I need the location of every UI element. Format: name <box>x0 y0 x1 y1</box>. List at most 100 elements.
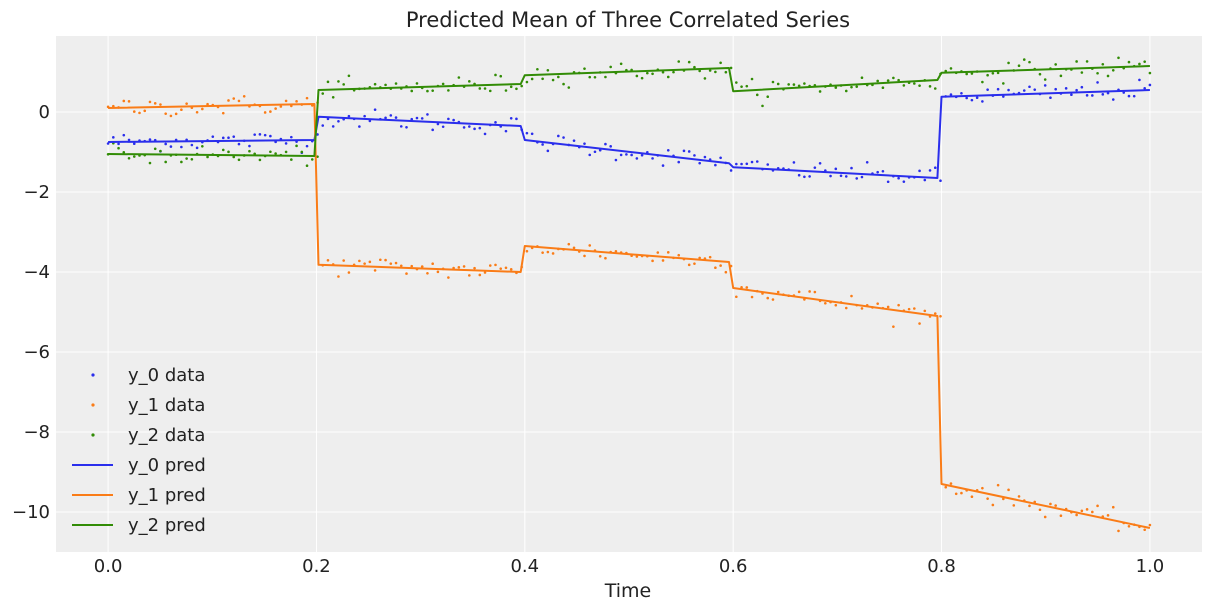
data-point <box>640 76 644 80</box>
data-point <box>504 129 508 133</box>
data-point <box>143 109 147 113</box>
data-point <box>347 271 351 274</box>
data-point <box>766 163 770 166</box>
data-point <box>1106 74 1110 78</box>
data-point <box>279 105 283 108</box>
data-point <box>405 125 408 129</box>
legend-marker <box>91 373 95 377</box>
data-point <box>195 110 199 114</box>
data-point <box>269 110 272 113</box>
data-point <box>462 126 466 129</box>
data-point <box>436 270 440 274</box>
data-point <box>839 174 843 178</box>
legend-label: y_1 pred <box>128 485 206 506</box>
data-point <box>1028 60 1031 64</box>
data-point <box>724 70 728 74</box>
data-point <box>211 135 215 138</box>
data-point <box>546 250 550 254</box>
data-point <box>1043 515 1047 519</box>
data-point <box>1043 84 1047 87</box>
legend: y_0 data y_1 data y_2 data y_0 pred y_1 pred… <box>72 365 206 536</box>
data-point <box>933 166 937 170</box>
data-point <box>525 249 529 253</box>
data-point <box>651 157 654 160</box>
data-point <box>996 71 1000 75</box>
data-point <box>609 65 612 69</box>
data-point <box>1111 98 1115 101</box>
data-point <box>844 89 848 93</box>
data-point <box>1022 58 1026 61</box>
data-point <box>132 142 136 145</box>
data-point <box>698 161 701 165</box>
legend-label: y_0 pred <box>128 455 206 476</box>
data-point <box>112 104 115 108</box>
data-point <box>792 83 796 86</box>
data-point <box>892 325 895 328</box>
data-point <box>237 142 241 146</box>
data-point <box>850 166 853 170</box>
data-point <box>1096 81 1099 84</box>
data-point <box>541 251 544 254</box>
data-point <box>195 146 199 150</box>
data-point <box>551 252 555 255</box>
data-point <box>237 99 241 103</box>
data-point <box>808 290 811 293</box>
data-point <box>1138 78 1141 82</box>
data-point <box>771 298 775 301</box>
y-tick-label: −2 <box>23 182 50 203</box>
data-point <box>986 88 989 91</box>
data-point <box>661 164 665 167</box>
data-point <box>248 149 251 153</box>
data-point <box>284 142 288 145</box>
data-point <box>127 100 131 103</box>
data-point <box>1059 74 1063 78</box>
y_2-pred-line <box>108 65 1150 157</box>
data-point <box>447 276 450 279</box>
data-point <box>274 152 277 155</box>
data-point <box>960 91 963 95</box>
legend-label: y_1 data <box>128 395 205 416</box>
data-point <box>138 111 141 115</box>
data-point <box>886 305 890 309</box>
data-point <box>1143 60 1146 63</box>
data-point <box>1022 89 1026 92</box>
data-point <box>698 69 701 73</box>
data-point <box>1143 528 1146 532</box>
data-point <box>1002 82 1005 85</box>
data-point <box>185 102 188 105</box>
data-point <box>933 312 937 315</box>
data-point <box>295 100 298 103</box>
data-point <box>923 178 927 182</box>
data-point <box>907 307 911 311</box>
plot-area <box>56 36 1202 552</box>
data-point <box>897 176 900 180</box>
data-point <box>536 67 539 71</box>
data-point <box>745 162 749 166</box>
data-point <box>347 114 351 118</box>
data-point <box>347 74 351 78</box>
data-point <box>227 99 230 102</box>
data-point <box>583 254 586 258</box>
data-point <box>1127 60 1131 64</box>
data-point <box>714 163 717 167</box>
data-point <box>755 93 759 97</box>
data-point <box>666 251 670 254</box>
data-point <box>431 128 434 132</box>
data-point <box>174 112 178 116</box>
data-point <box>509 85 513 89</box>
data-point <box>384 83 387 87</box>
data-point <box>169 145 173 148</box>
data-point <box>588 75 592 79</box>
data-point <box>399 264 403 268</box>
data-point <box>860 76 864 79</box>
data-point <box>227 150 230 154</box>
data-point <box>305 164 309 168</box>
data-point <box>933 87 937 90</box>
data-point <box>373 269 377 272</box>
data-point <box>164 112 167 115</box>
data-point <box>897 78 900 82</box>
data-point <box>965 96 968 100</box>
data-point <box>284 99 288 103</box>
data-point <box>483 87 487 90</box>
legend-item: y_0 data <box>91 365 205 386</box>
